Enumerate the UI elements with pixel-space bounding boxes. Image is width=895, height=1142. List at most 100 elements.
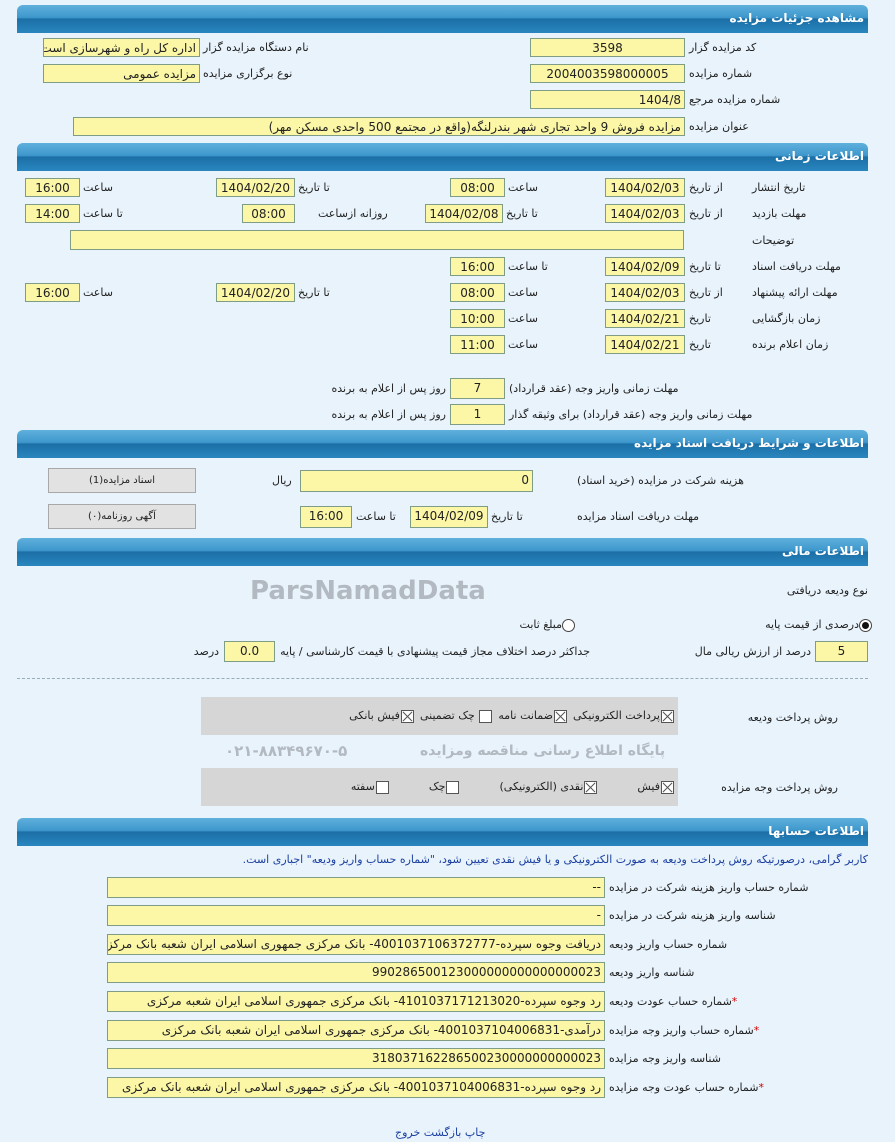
fee-field: 0: [300, 470, 533, 492]
auction-documents-button[interactable]: اسناد مزایده(1): [48, 468, 196, 493]
org-label: نام دستگاه مزایده گزار: [203, 41, 309, 54]
option-label: سفته: [350, 780, 375, 793]
fee-label: هزینه شرکت در مزایده (خرید اسناد): [577, 474, 744, 487]
visit-label: مهلت بازدید: [752, 207, 807, 220]
opening-date: 1404/02/21: [605, 309, 685, 328]
payment-methods-box: فیش نقدی (الکترونیکی) چک سفته: [201, 768, 678, 806]
max-diff-unit: درصد: [193, 645, 220, 658]
checkbox-icon[interactable]: [584, 780, 598, 794]
checkbox-icon[interactable]: [446, 780, 460, 794]
section-title: اطلاعات زمانی: [775, 149, 864, 163]
account-row-label: *شماره حساب عودت ودیعه: [609, 992, 737, 1011]
daily-from-label: روزانه ازساعت: [318, 207, 388, 220]
publish-label: تاریخ انتشار: [752, 181, 806, 194]
label-text: شناسه واریز هزینه شرکت در مزایده: [609, 909, 776, 922]
payment-method-slip[interactable]: فیش: [637, 780, 674, 794]
radio-fixed-icon[interactable]: [562, 618, 575, 632]
back-link[interactable]: بازگشت: [423, 1126, 462, 1139]
account-row-label: *شماره حساب عودت وجه مزایده: [609, 1078, 764, 1097]
checkbox-icon[interactable]: [554, 709, 567, 723]
newspaper-ads-button[interactable]: آگهی روزنامه(۰): [48, 504, 196, 529]
visit-daily-from: 08:00: [242, 204, 295, 223]
to-date-label: تا تاریخ: [689, 260, 721, 273]
account-row-value: درآمدی-4001037104006831- بانک مرکزی جمهو…: [107, 1020, 605, 1041]
to-time-label: تا ساعت: [356, 510, 396, 523]
radio-fixed[interactable]: مبلغ ثابت: [520, 615, 575, 634]
org-field: اداره کل راه و شهرسازی است: [43, 38, 200, 57]
payment-method-cash[interactable]: نقدی (الکترونیکی): [499, 780, 598, 794]
type-label: نوع برگزاری مزایده: [203, 67, 293, 80]
publish-to-date: 1404/02/20: [216, 178, 295, 197]
max-diff-field: 0.0: [224, 641, 276, 662]
account-row-value: --: [107, 877, 605, 898]
pay-guarantor-label: مهلت زمانی واریز وجه (عقد قرارداد) برای …: [509, 408, 753, 421]
section-header-documents: اطلاعات و شرایط دریافت اسناد مزایده: [17, 430, 868, 458]
section-header-financial: اطلاعات مالی: [17, 538, 868, 566]
section-title: اطلاعات و شرایط دریافت اسناد مزایده: [633, 436, 864, 450]
number-field: 2004003598000005: [530, 64, 685, 83]
radio-fixed-label: مبلغ ثابت: [519, 618, 562, 631]
divider: [17, 678, 868, 679]
section-header-details: مشاهده جزئیات مزایده: [17, 5, 868, 33]
deposit-method-bank-slip[interactable]: فیش بانکی: [349, 709, 414, 723]
to-time-label: تا ساعت: [508, 260, 548, 273]
section-header-accounts: اطلاعات حسابها: [17, 818, 868, 846]
currency-label: ریال: [272, 474, 292, 487]
option-label: فیش: [637, 780, 660, 793]
print-link[interactable]: چاپ: [464, 1126, 486, 1139]
deposit-methods-label: روش پرداخت ودیعه: [747, 711, 838, 724]
deposit-type-label: نوع ودیعه دریافتی: [786, 584, 868, 597]
radio-percent[interactable]: درصدی از قیمت پایه: [765, 615, 872, 634]
visit-to-time: 14:00: [25, 204, 80, 223]
footer-links: چاپ بازگشت خروج: [395, 1123, 485, 1142]
publish-from-date: 1404/02/03: [605, 178, 685, 197]
code-field: 3598: [530, 38, 685, 57]
time-label: ساعت: [508, 312, 538, 325]
code-label: کد مزایده گزار: [689, 41, 757, 54]
max-diff-label: جداکثر درصد اختلاف مجاز قیمت پیشنهادی با…: [280, 645, 590, 658]
deposit-method-electronic[interactable]: پرداخت الکترونیکی: [573, 709, 674, 723]
label-text: شماره حساب واریز ودیعه: [609, 938, 728, 951]
label-text: شماره حساب واریز هزینه شرکت در مزایده: [609, 881, 809, 894]
label-text: شناسه واریز وجه مزایده: [609, 1052, 721, 1065]
radio-percent-icon[interactable]: [859, 618, 872, 632]
checkbox-icon[interactable]: [400, 709, 414, 723]
ref-field: 1404/8: [530, 90, 685, 109]
docs-deadline-label: مهلت دریافت اسناد: [752, 260, 841, 273]
account-row-value: -: [107, 905, 605, 926]
checkbox-icon[interactable]: [661, 709, 674, 723]
offer-to-date: 1404/02/20: [216, 283, 295, 302]
account-row-value: رد وجوه سپرده-4101037171213020- بانک مرک…: [107, 991, 605, 1012]
desc-field: [70, 230, 684, 250]
checkbox-icon[interactable]: [661, 780, 674, 794]
to-date-label: تا تاریخ: [298, 181, 330, 194]
payment-method-promissory[interactable]: سفته: [351, 780, 389, 794]
exit-link[interactable]: خروج: [395, 1126, 421, 1139]
checkbox-icon[interactable]: [375, 780, 389, 794]
publish-from-time: 08:00: [450, 178, 505, 197]
opening-time: 10:00: [450, 309, 505, 328]
label-text: شماره حساب واریز وجه مزایده: [609, 1024, 754, 1037]
docs-to-time: 16:00: [300, 506, 352, 528]
opening-label: زمان بازگشایی: [752, 312, 821, 325]
option-label: پرداخت الکترونیکی: [573, 709, 660, 722]
title-field: مزایده فروش 9 واحد تجاری شهر بندرلنگه(وا…: [73, 117, 685, 136]
section-title: اطلاعات حسابها: [768, 824, 864, 838]
from-date-label: از تاریخ: [689, 207, 723, 220]
watermark-line: پایگاه اطلاع رسانی مناقصه ومزایده: [420, 743, 666, 759]
checkbox-icon[interactable]: [479, 709, 493, 723]
time-label: ساعت: [508, 338, 538, 351]
section-title: مشاهده جزئیات مزایده: [729, 11, 864, 25]
offer-label: مهلت ارائه پیشنهاد: [752, 286, 838, 299]
account-row-label: شناسه واریز وجه مزایده: [609, 1049, 721, 1068]
deposit-method-check[interactable]: چک تضمینی: [420, 709, 493, 723]
payment-method-check[interactable]: چک: [429, 780, 460, 794]
account-row-label: شماره حساب واریز هزینه شرکت در مزایده: [609, 878, 808, 897]
account-row-value: دریافت وجوه سپرده-4001037106372777- بانک…: [107, 934, 605, 955]
deposit-methods-box: پرداخت الکترونیکی ضمانت نامه چک تضمینی ف…: [201, 697, 678, 735]
deposit-method-guarantee[interactable]: ضمانت نامه: [498, 709, 567, 723]
pay-contract-days: 7: [450, 378, 505, 399]
offer-from-date: 1404/02/03: [605, 283, 685, 302]
radio-percent-label: درصدی از قیمت پایه: [765, 618, 859, 631]
watermark-phone: ۰۲۱-۸۸۳۴۹۶۷۰-۵: [225, 742, 348, 760]
